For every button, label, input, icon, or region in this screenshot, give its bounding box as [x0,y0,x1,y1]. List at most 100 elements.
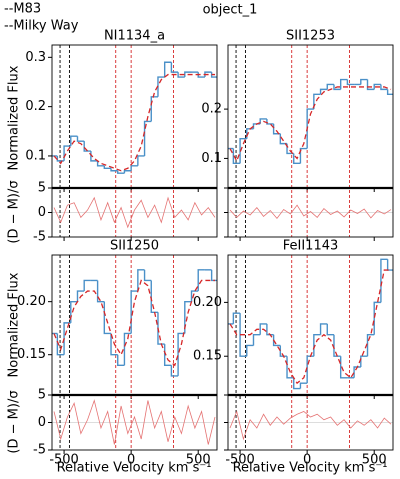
flux-step [272,334,281,347]
flux-step [279,345,288,357]
flux-step [150,96,158,122]
flux-step [117,354,125,367]
flux-step [130,165,138,171]
flux-step [306,355,314,384]
flux-step [83,141,91,152]
flux-step [197,269,205,292]
flux-step [117,170,125,174]
flux-step [252,333,261,346]
flux-step [157,76,165,97]
y-tick-label: 0.1 [25,148,46,163]
flux-step [123,332,132,366]
x-tick-label: -500 [49,453,79,468]
y-tick-label: 0.3 [25,50,46,65]
flux-step [70,300,78,323]
flux-step [246,344,254,357]
flux-step [210,72,217,78]
axes-frame [51,254,218,396]
flux-step [184,71,192,78]
flux-step [286,356,294,379]
x-label: Relative Velocity km s⁻¹ [233,461,388,476]
flux-step [266,323,274,336]
flux-step [266,118,274,125]
flux-step [313,93,321,110]
axes-frame [227,254,394,396]
y-tick-label: 0 [38,415,46,430]
y-tick-label: 0.20 [193,295,222,310]
flux-step [150,280,158,313]
y-tick-label: -5 [33,443,46,458]
residual-line [229,410,392,441]
flux-step [96,280,105,303]
flux-step [353,366,361,378]
flux-step [177,72,185,78]
y-tick-label: 0.2 [201,102,222,117]
axes-frame [227,44,394,189]
flux-step [110,168,118,172]
model-line [53,73,215,172]
flux-step [333,334,341,357]
model-line [53,279,215,367]
y-tick-label: 0.15 [193,349,222,364]
figure-title: object_1 [203,3,258,18]
axes-frame [51,44,218,189]
flux-step [190,290,199,302]
flux-step [373,301,381,335]
model-line [229,86,392,163]
flux-step [293,153,301,165]
panel-title: FeII1143 [283,239,339,254]
y-tick-label: 0 [38,205,46,220]
x-tick-label: 0 [127,453,135,468]
flux-step [204,71,212,78]
x-tick-label: 500 [362,453,387,468]
flux-step [380,84,388,91]
legend-milky-way: --Milky Way [4,19,79,34]
x-tick-label: 0 [303,453,311,468]
flux-step [366,333,375,357]
y-label: Normalized Flux [7,272,22,377]
flux-step [70,135,78,147]
flux-step [299,382,308,389]
flux-step [56,333,65,356]
flux-step [76,290,85,302]
flux-step [346,79,355,86]
flux-step [170,62,179,73]
flux-step [56,155,65,162]
panel-title: NI1134_a [104,29,165,44]
flux-step [339,78,348,90]
x-label: Relative Velocity km s⁻¹ [57,461,212,476]
x-tick-label: -500 [225,453,255,468]
flux-step [96,160,105,167]
y-label: (D − M)/σ [7,390,22,453]
flux-step [306,108,314,149]
flux-step [319,88,328,95]
flux-step [239,313,247,357]
flux-step [137,269,145,292]
residual-line [53,196,216,229]
y-tick-label: -5 [33,230,46,245]
y-tick-label: 5 [38,388,46,403]
flux-step [299,147,308,164]
flux-step [386,89,393,96]
panel-title: SII1253 [286,29,335,44]
flux-step [123,170,132,174]
y-tick-label: 0.2 [25,99,46,114]
y-label: Normalized Flux [7,65,22,170]
flux-step [210,269,217,282]
y-label: (D − M)/σ [7,180,22,243]
flux-step [177,332,185,376]
flux-step [360,78,368,85]
flux-step [103,165,112,169]
flux-step [76,136,85,142]
x-tick-label: 500 [186,453,211,468]
flux-step [143,269,152,282]
residual-line [53,399,216,445]
flux-step [197,72,205,78]
flux-step [326,323,334,336]
flux-step [184,300,192,334]
legend-m83: --M83 [4,2,41,17]
flux-step [157,312,165,345]
y-tick-label: 5 [38,181,46,196]
flux-step [232,312,241,324]
